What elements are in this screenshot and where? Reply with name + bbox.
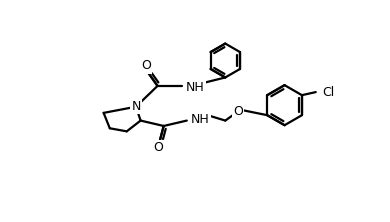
Text: Cl: Cl: [322, 86, 334, 99]
Text: NH: NH: [191, 113, 209, 125]
Text: NH: NH: [186, 81, 205, 94]
Text: O: O: [141, 59, 151, 72]
Text: O: O: [153, 141, 163, 154]
Text: O: O: [234, 105, 243, 118]
Text: N: N: [131, 100, 141, 113]
